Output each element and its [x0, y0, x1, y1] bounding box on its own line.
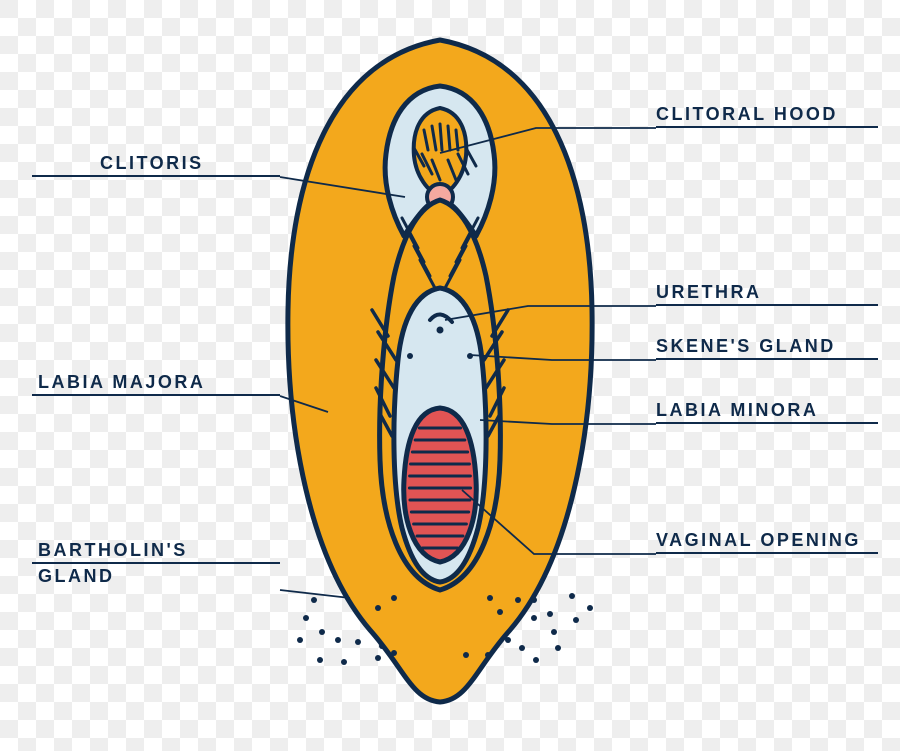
underline-clitoral_hood [656, 126, 878, 128]
label-labia_minora: LABIA MINORA [656, 400, 818, 421]
underline-skenes [656, 358, 878, 360]
underline-clitoris [32, 175, 280, 177]
label-clitoral_hood: CLITORAL HOOD [656, 104, 838, 125]
underline-bartholins [32, 562, 280, 564]
underline-vaginal [656, 552, 878, 554]
underline-urethra [656, 304, 878, 306]
label-bartholins: BARTHOLIN'S [38, 540, 188, 561]
label-bartholins2: GLAND [38, 566, 115, 587]
label-vaginal: VAGINAL OPENING [656, 530, 861, 551]
label-urethra: URETHRA [656, 282, 762, 303]
label-clitoris: CLITORIS [100, 153, 204, 174]
label-labia_majora: LABIA MAJORA [38, 372, 205, 393]
label-skenes: SKENE'S GLAND [656, 336, 836, 357]
underline-labia_minora [656, 422, 878, 424]
underline-labia_majora [32, 394, 280, 396]
